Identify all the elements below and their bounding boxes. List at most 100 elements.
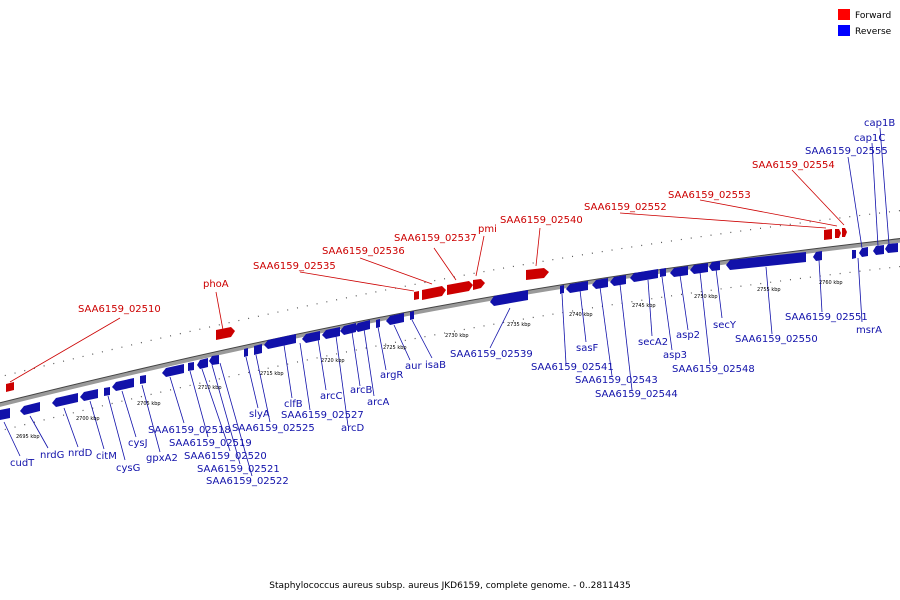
feature-citM[interactable]: [80, 389, 98, 401]
feature-SAA6159_02544[interactable]: [610, 275, 626, 286]
label-msrA: msrA: [856, 325, 882, 336]
feature-SAA6159_02537[interactable]: [447, 281, 473, 295]
label-SAA6159_02539: SAA6159_02539: [450, 349, 533, 360]
feature-SAA6159_02535[interactable]: [414, 291, 419, 300]
label-slyA: slyA: [249, 409, 270, 420]
feature-secY[interactable]: [709, 261, 720, 271]
label-isaB: isaB: [425, 360, 446, 371]
tick-2740: 2740 kbp: [569, 312, 593, 318]
feature-SAA6159_02548[interactable]: [690, 263, 708, 274]
feature-argR[interactable]: [376, 319, 380, 328]
feature-arcA[interactable]: [354, 320, 370, 332]
leader-lines: [3, 127, 890, 477]
legend-forward-label: Forward: [855, 11, 891, 21]
label-arcB: arcB: [350, 385, 373, 396]
feature-cap1B[interactable]: [885, 243, 898, 253]
label-SAA6159_02555: SAA6159_02555: [805, 146, 888, 157]
legend-reverse-swatch: [838, 25, 850, 36]
feature-cysG[interactable]: [104, 387, 110, 396]
feature-arcC[interactable]: [302, 331, 320, 343]
label-SAA6159_02543: SAA6159_02543: [575, 375, 658, 386]
feature-msrA[interactable]: [852, 250, 856, 259]
label-arcA: arcA: [367, 397, 390, 408]
feature-asp3[interactable]: [660, 268, 666, 277]
tick-2695: 2695 kbp: [16, 434, 40, 440]
feature-SAA6159_02551[interactable]: [813, 251, 822, 261]
label-SAA6159_02541: SAA6159_02541: [531, 362, 614, 373]
label-SAA6159_02550: SAA6159_02550: [735, 334, 818, 345]
label-SAA6159_02554: SAA6159_02554: [752, 160, 835, 171]
label-SAA6159_02553: SAA6159_02553: [668, 190, 751, 201]
label-arcD: arcD: [341, 423, 365, 434]
feature-clfB[interactable]: [264, 334, 296, 349]
label-pmi: pmi: [478, 224, 497, 235]
label-gpxA2: gpxA2: [146, 453, 178, 464]
feature-SAA6159_02540[interactable]: [526, 268, 549, 280]
label-citM: citM: [96, 451, 117, 462]
label-secY: secY: [713, 320, 737, 331]
label-secA2: secA2: [638, 337, 668, 348]
feature-SAA6159_02521[interactable]: [209, 355, 219, 365]
tick-2700: 2700 kbp: [76, 416, 100, 422]
genome-backbone-line: [0, 238, 900, 404]
feature-nrdG[interactable]: [20, 402, 40, 415]
label-nrdD: nrdD: [68, 448, 93, 459]
label-asp2: asp2: [676, 330, 700, 341]
label-clfB: clfB: [284, 399, 303, 410]
label-SAA6159_02522: SAA6159_02522: [206, 476, 289, 487]
feature-SAA6159_02539[interactable]: [490, 290, 528, 306]
label-SAA6159_02527: SAA6159_02527: [281, 410, 364, 421]
tick-2755: 2755 kbp: [757, 287, 781, 293]
feature-asp2[interactable]: [670, 266, 688, 277]
feature-nrdD[interactable]: [52, 393, 78, 407]
feature-SAA6159_02554[interactable]: [842, 228, 847, 237]
label-SAA6159_02519: SAA6159_02519: [169, 438, 252, 449]
feature-SAA6159_02552[interactable]: [824, 229, 832, 240]
label-SAA6159_02520: SAA6159_02520: [184, 451, 267, 462]
feature-gpxA2[interactable]: [140, 375, 146, 384]
tick-2750: 2750 kbp: [694, 294, 718, 300]
feature-cap1C[interactable]: [873, 245, 884, 255]
tick-2760: 2760 kbp: [819, 280, 843, 286]
label-SAA6159_02551: SAA6159_02551: [785, 312, 868, 323]
label-SAA6159_02536: SAA6159_02536: [322, 246, 405, 257]
feature-arcD[interactable]: [322, 327, 340, 339]
label-SAA6159_02525: SAA6159_02525: [232, 423, 315, 434]
feature-sasF[interactable]: [566, 281, 588, 293]
feature-cudT[interactable]: [0, 408, 10, 420]
label-SAA6159_02540: SAA6159_02540: [500, 215, 583, 226]
feature-cysJ[interactable]: [112, 378, 134, 391]
label-cudT: cudT: [10, 458, 35, 469]
feature-pmi[interactable]: [473, 279, 485, 290]
label-argR: argR: [380, 370, 403, 381]
label-nrdG: nrdG: [40, 450, 64, 461]
feature-SAA6159_02525[interactable]: [254, 344, 262, 355]
label-asp3: asp3: [663, 350, 687, 361]
label-sasF: sasF: [576, 343, 599, 354]
feature-SAA6159_02510[interactable]: [6, 382, 14, 392]
tick-2720: 2720 kbp: [321, 358, 345, 364]
feature-SAA6159_02541[interactable]: [560, 285, 564, 294]
feature-secA2[interactable]: [630, 269, 658, 282]
feature-aur[interactable]: [386, 313, 404, 325]
forward-labels: SAA6159_02510 phoA SAA6159_02535 SAA6159…: [78, 160, 835, 315]
figure-caption: Staphylococcus aureus subsp. aureus JKD6…: [269, 581, 631, 591]
label-phoA: phoA: [203, 279, 229, 290]
feature-SAA6159_02553[interactable]: [835, 229, 841, 238]
feature-slyA[interactable]: [244, 348, 248, 357]
feature-SAA6159_02550[interactable]: [726, 252, 806, 270]
feature-SAA6159_02555[interactable]: [859, 247, 868, 257]
feature-SAA6159_02543[interactable]: [592, 278, 608, 289]
tick-2730: 2730 kbp: [445, 333, 469, 339]
feature-isaB[interactable]: [410, 311, 414, 320]
feature-SAA6159_02519[interactable]: [188, 362, 194, 371]
tick-2725: 2725 kbp: [383, 345, 407, 351]
feature-phoA[interactable]: [216, 327, 235, 340]
feature-SAA6159_02520[interactable]: [197, 358, 208, 369]
label-SAA6159_02535: SAA6159_02535: [253, 261, 336, 272]
feature-SAA6159_02518[interactable]: [162, 364, 184, 377]
label-cap1C: cap1C: [854, 133, 885, 144]
feature-SAA6159_02536[interactable]: [422, 286, 446, 300]
legend-forward-swatch: [838, 9, 850, 20]
